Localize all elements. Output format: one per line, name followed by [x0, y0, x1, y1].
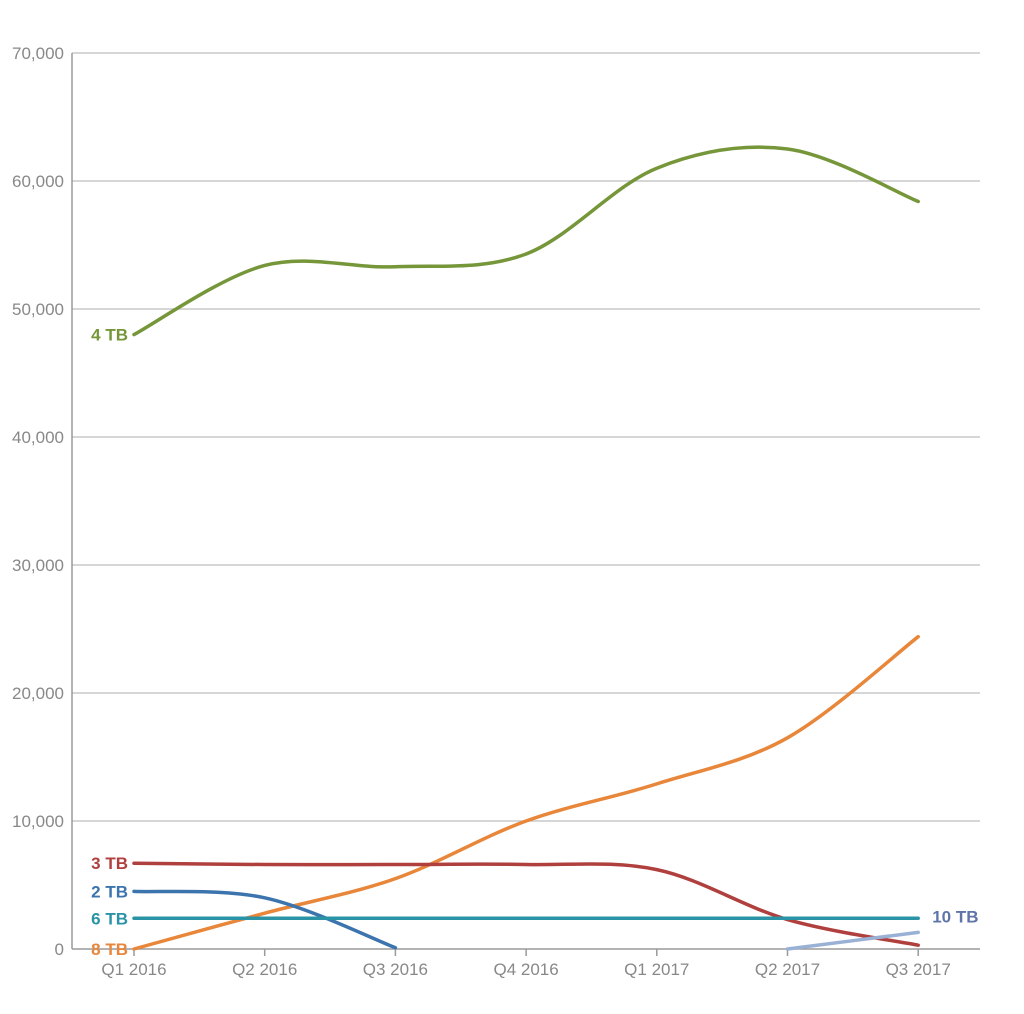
y-tick-label: 10,000: [12, 812, 64, 831]
series-labels: 4 TB 8 TB 3 TB 2 TB 6 TB 10 TB: [91, 326, 978, 959]
axes: 0 10,000 20,000 30,000 40,000 50,000 60,000 70,…: [12, 44, 980, 979]
x-tick-label: Q1 2017: [624, 960, 689, 979]
series-line-2-tb: [132, 889, 398, 950]
y-tick-label: 40,000: [12, 428, 64, 447]
y-tick-label: 0: [55, 940, 64, 959]
x-tick-label: Q1 2016: [101, 960, 166, 979]
x-tick-label: Q3 2016: [363, 960, 428, 979]
series-line-8-tb: [132, 634, 920, 951]
y-tick-label: 50,000: [12, 300, 64, 319]
series-lines: [132, 145, 920, 951]
series-label-4-tb: 4 TB: [91, 326, 128, 345]
series-label-3-tb: 3 TB: [91, 854, 128, 873]
y-tick-label: 70,000: [12, 44, 64, 63]
series-label-6-tb: 6 TB: [91, 909, 128, 928]
x-tick-label: Q4 2016: [493, 960, 558, 979]
y-tick-label: 30,000: [12, 556, 64, 575]
y-tick-label: 20,000: [12, 684, 64, 703]
series-label-8-tb: 8 TB: [91, 940, 128, 959]
gridlines: [72, 52, 980, 822]
y-tick-label: 60,000: [12, 172, 64, 191]
series-label-10-tb: 10 TB: [932, 907, 978, 926]
series-line-3-tb: [132, 861, 920, 947]
series-line-4-tb: [132, 145, 920, 337]
x-tick-label: Q2 2016: [232, 960, 297, 979]
series-label-2-tb: 2 TB: [91, 882, 128, 901]
series-line-10-tb: [785, 930, 920, 951]
x-tick-label: Q3 2017: [886, 960, 951, 979]
x-tick-label: Q2 2017: [755, 960, 820, 979]
